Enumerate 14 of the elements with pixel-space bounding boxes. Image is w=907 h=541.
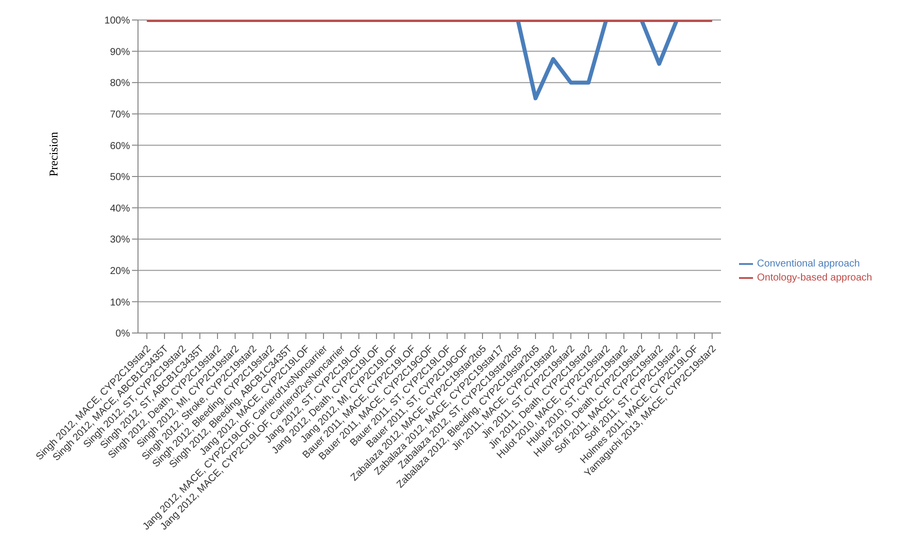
y-tick-label: 90% [110, 46, 130, 58]
y-tick-label: 100% [104, 16, 130, 27]
y-tick-label: 80% [110, 78, 130, 90]
y-tick-label: 50% [110, 172, 130, 184]
y-tick-label: 0% [116, 328, 130, 340]
legend-label: Conventional approach [757, 258, 860, 270]
y-tick-label: 20% [110, 266, 130, 277]
y-axis-title: Precision [46, 132, 60, 176]
y-tick-label: 60% [110, 140, 130, 152]
y-tick-label: 30% [110, 234, 130, 246]
y-tick-label: 40% [110, 203, 130, 214]
y-tick-label: 70% [110, 109, 130, 120]
y-tick-label: 10% [110, 297, 130, 308]
legend-label: Ontology-based approach [757, 272, 872, 284]
